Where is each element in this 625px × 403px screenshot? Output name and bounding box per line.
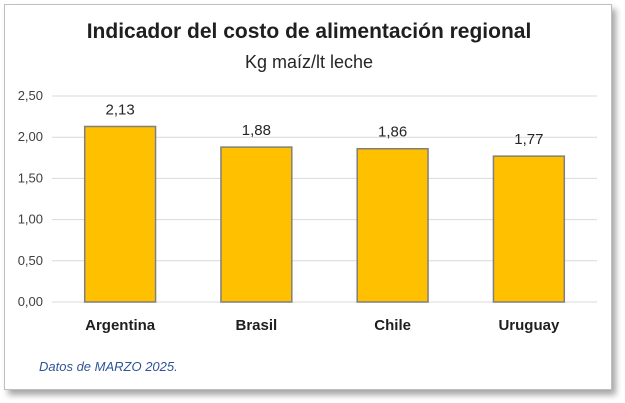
y-tick-label: 2,50 — [18, 88, 43, 103]
data-label: 2,13 — [106, 101, 135, 118]
bar-brasil — [220, 146, 293, 303]
data-label: 1,77 — [514, 131, 543, 148]
bar-uruguay — [492, 155, 566, 303]
bar-chile — [356, 147, 429, 303]
chart-title: Indicador del costo de alimentación regi… — [87, 20, 532, 43]
y-tick-label: 1,50 — [18, 170, 43, 185]
x-tick-label: Chile — [374, 317, 411, 334]
data-source-note: Datos de MARZO 2025. — [39, 359, 178, 374]
y-tick-label: 0,00 — [18, 294, 43, 309]
x-tick-label: Brasil — [236, 317, 278, 334]
y-tick-label: 2,00 — [18, 129, 43, 144]
chart-subtitle: Kg maíz/lt leche — [245, 52, 373, 72]
bar-argentina — [83, 125, 157, 303]
data-label: 1,86 — [378, 124, 407, 141]
data-label: 1,88 — [242, 122, 271, 139]
y-tick-label: 1,00 — [18, 212, 43, 227]
x-tick-label: Uruguay — [498, 317, 560, 334]
x-tick-label: Argentina — [85, 317, 156, 334]
y-tick-label: 0,50 — [18, 253, 43, 268]
